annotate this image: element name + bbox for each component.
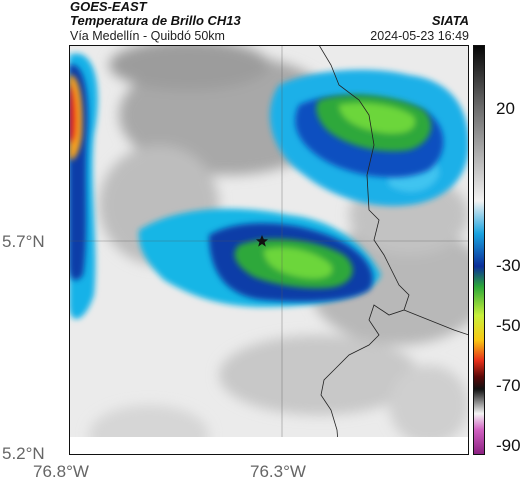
product-title: Temperatura de Brillo CH13 xyxy=(70,13,241,28)
colorbar-label-minus70: -70 xyxy=(496,376,521,395)
colorbar xyxy=(473,45,485,455)
map-frame xyxy=(69,45,469,455)
lon-tick-76-3: 76.3°W xyxy=(250,462,306,481)
colorbar-label-20: 20 xyxy=(496,99,515,118)
satellite-map xyxy=(69,45,469,455)
colorbar-label-minus90: -90 xyxy=(496,436,521,455)
colorbar-label-minus30: -30 xyxy=(496,256,521,275)
lat-tick-5-7: 5.7°N xyxy=(2,232,45,251)
location-star-marker xyxy=(256,235,268,247)
lat-tick-5-2: 5.2°N xyxy=(2,444,45,463)
org-name: SIATA xyxy=(431,13,469,28)
lon-tick-76-8: 76.8°W xyxy=(33,462,89,481)
map-bottom-margin xyxy=(69,437,469,455)
satellite-name: GOES-EAST xyxy=(70,0,147,14)
river-line xyxy=(403,309,469,336)
green-cores xyxy=(69,74,432,289)
route-subtitle: Vía Medellín - Quibdó 50km xyxy=(70,29,225,43)
colorbar-label-minus50: -50 xyxy=(496,316,521,335)
border-line xyxy=(318,45,410,455)
timestamp: 2024-05-23 16:49 xyxy=(370,29,469,43)
